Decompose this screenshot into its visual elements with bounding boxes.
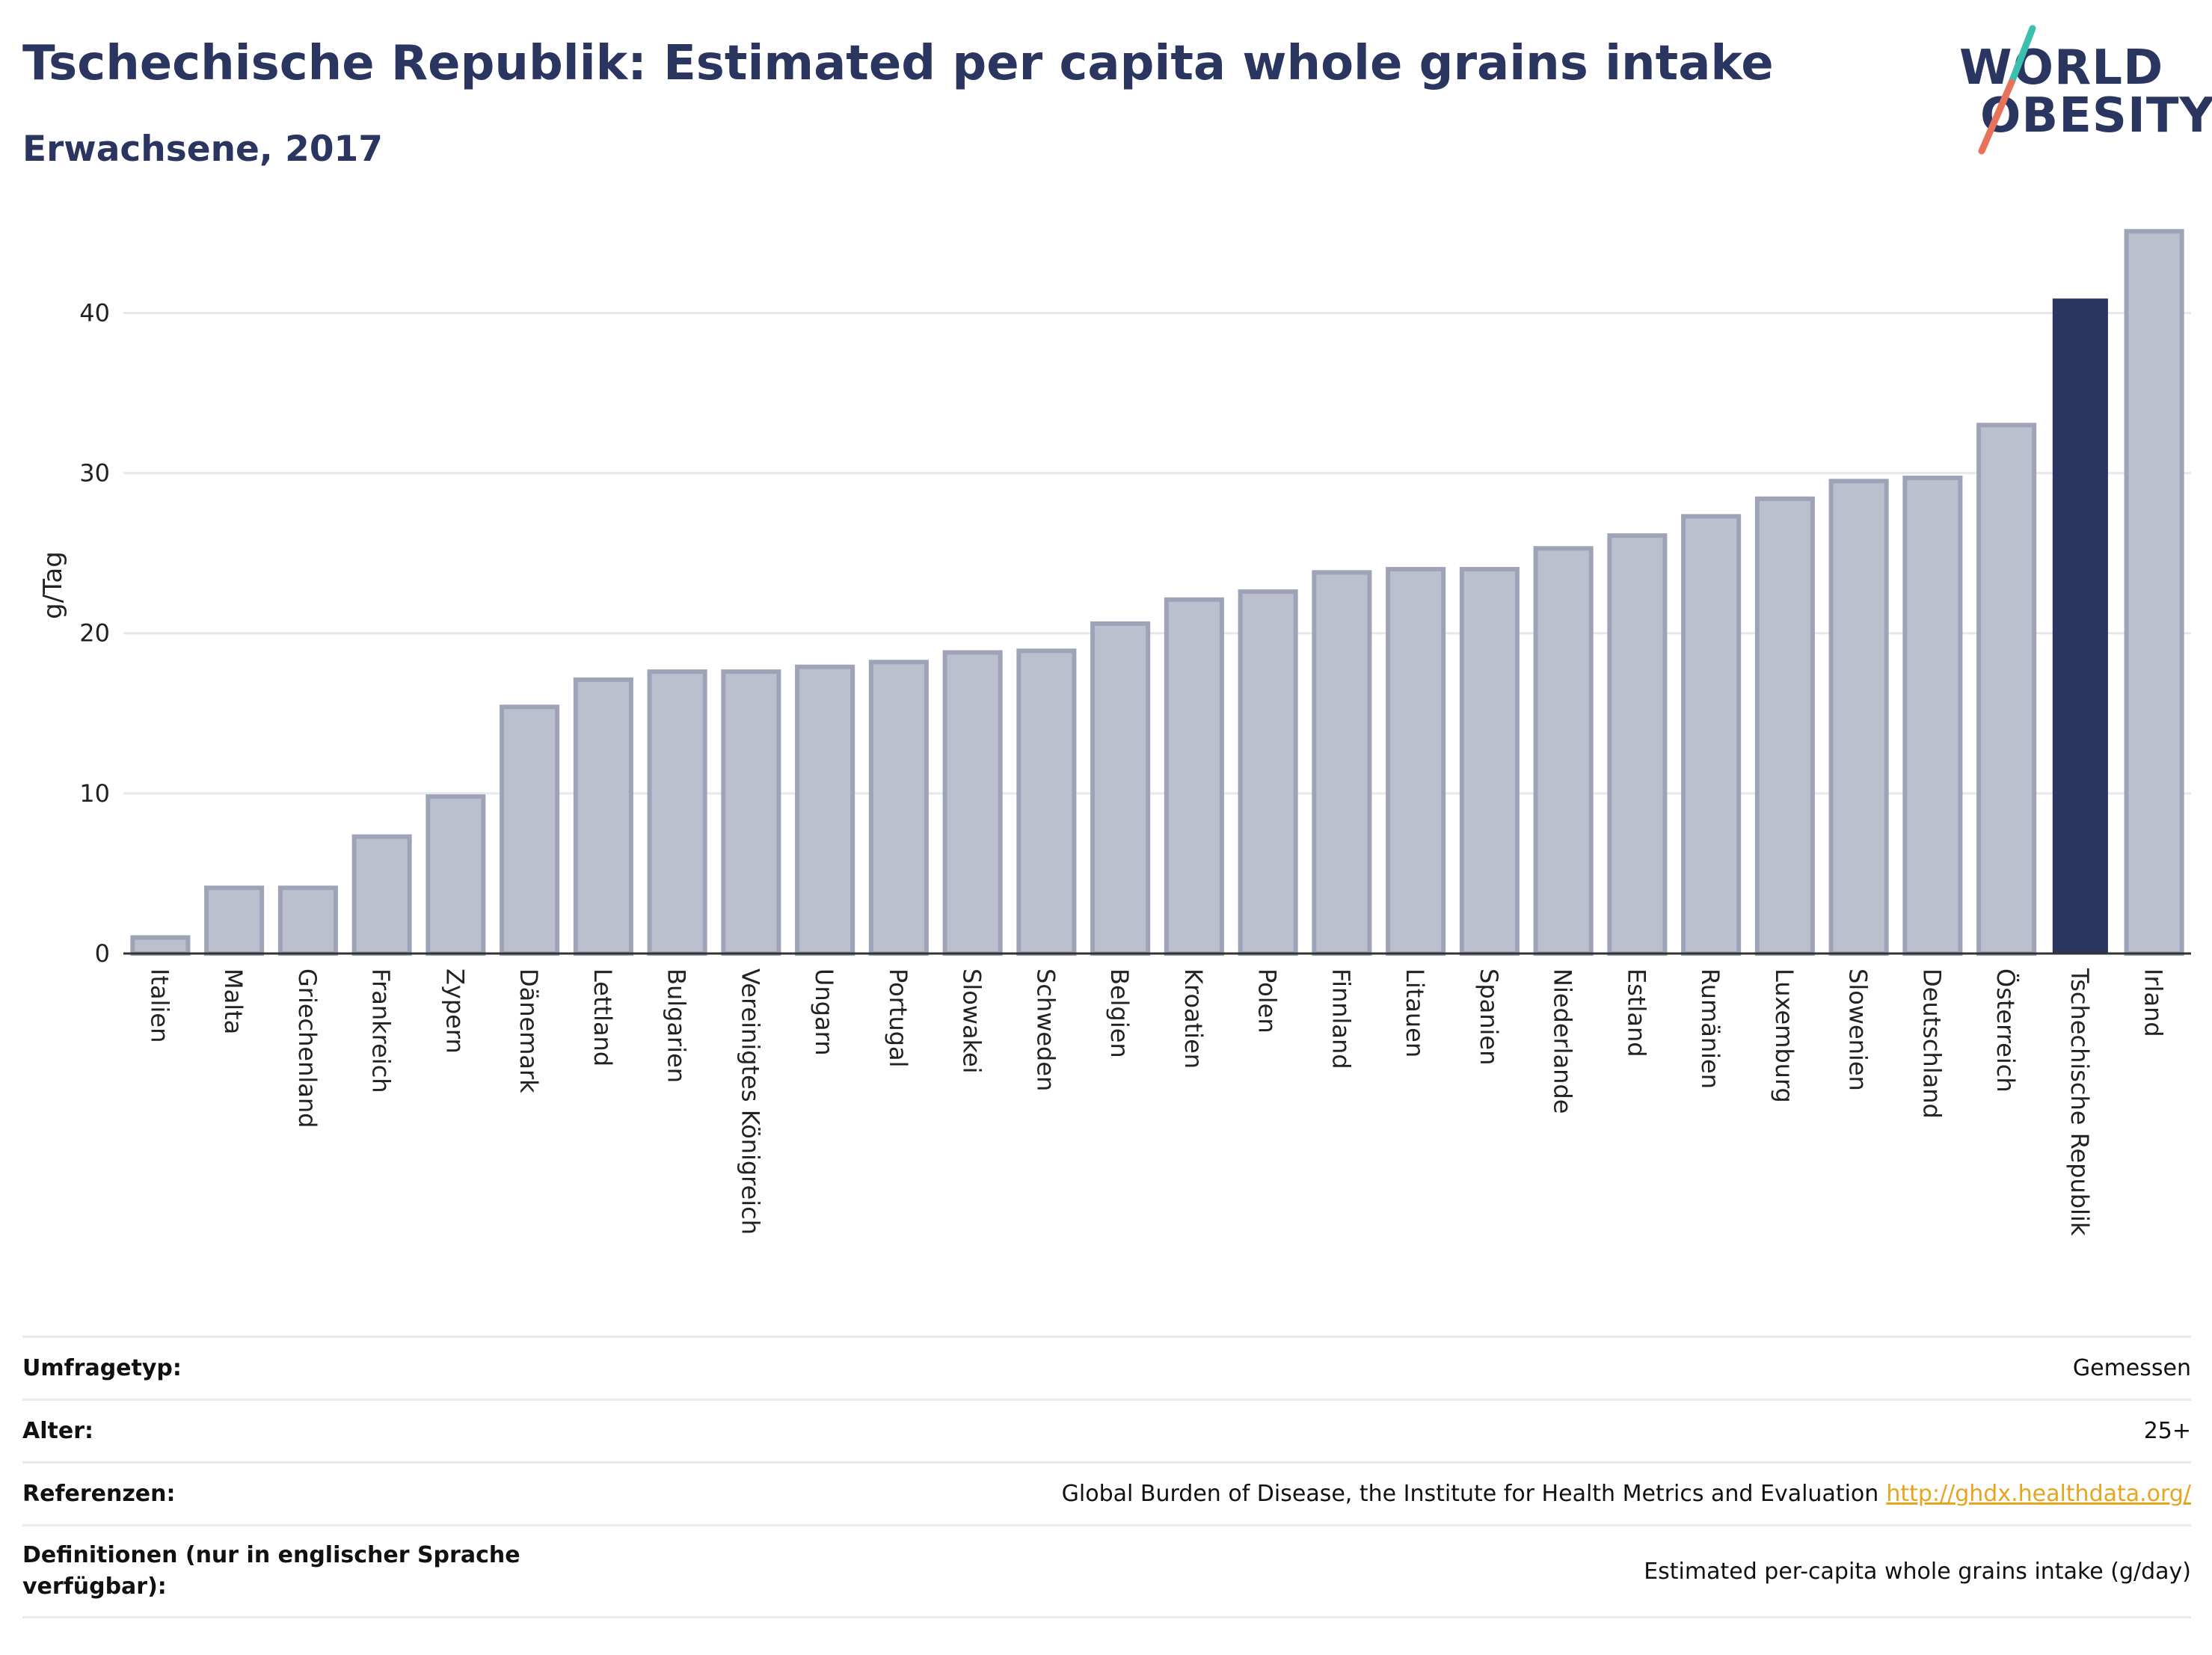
reference-link[interactable]: http://ghdx.healthdata.org/ — [1886, 1481, 2191, 1507]
meta-label: Umfragetyp: — [22, 1354, 182, 1381]
x-tick-label: Slowenien — [1844, 968, 1872, 1091]
meta-label: Referenzen: — [22, 1480, 176, 1507]
bar — [1386, 567, 1446, 956]
y-tick-label: 10 — [79, 779, 110, 808]
bar — [500, 704, 560, 956]
meta-row-references: Referenzen: Global Burden of Disease, th… — [22, 1461, 2191, 1524]
x-tick-label: Finnland — [1327, 968, 1355, 1069]
x-tick-label: Bulgarien — [663, 968, 691, 1083]
x-tick-label: Österreich — [1991, 968, 2020, 1093]
reference-text: Global Burden of Disease, the Institute … — [1061, 1481, 1879, 1507]
meta-value: 25+ — [2143, 1418, 2191, 1444]
x-tick-label: Irland — [2139, 968, 2168, 1037]
x-tick-label: Portugal — [884, 968, 912, 1068]
meta-row-definitions: Definitionen (nur in englischer Sprache … — [22, 1524, 2191, 1618]
x-tick-label: Estland — [1622, 968, 1650, 1057]
logo-line-1: WORLD — [1959, 40, 2164, 96]
x-tick-label: Ungarn — [810, 968, 838, 1056]
bar — [1681, 514, 1742, 957]
bar — [1607, 533, 1668, 956]
x-tick-label: Deutschland — [1917, 968, 1946, 1119]
x-tick-label: Schweden — [1031, 968, 1060, 1091]
bar — [1090, 621, 1151, 956]
x-tick-label: Rumänien — [1696, 968, 1724, 1089]
bar — [868, 660, 929, 956]
logo-line-2: OBESITY — [1980, 88, 2212, 144]
x-tick-label: Kroatien — [1179, 968, 1208, 1069]
x-tick-label: Vereinigtes Königreich — [736, 968, 764, 1235]
bar — [573, 677, 633, 957]
x-tick-label: Dänemark — [514, 968, 543, 1093]
x-tick-label: Griechenland — [293, 968, 322, 1128]
bar — [204, 885, 265, 957]
bar — [2052, 298, 2108, 954]
bar — [351, 834, 412, 956]
x-tick-label: Lettland — [589, 968, 617, 1066]
bar — [1238, 589, 1298, 957]
meta-value: Estimated per-capita whole grains intake… — [1644, 1558, 2191, 1585]
y-tick-label: 30 — [79, 459, 110, 488]
world-obesity-logo[interactable]: WORLD OBESITY — [1944, 22, 2212, 157]
meta-value: Gemessen — [2072, 1355, 2191, 1381]
bar — [425, 794, 486, 956]
meta-value: Global Burden of Disease, the Institute … — [1062, 1481, 2191, 1507]
x-tick-label: Tschechische Republik — [2065, 968, 2094, 1236]
y-tick-label: 0 — [95, 939, 110, 968]
bar — [721, 669, 781, 956]
bar — [130, 935, 191, 957]
bar-chart: 0 10 20 30 40 g/Tag Italien Malta Griechenland Fr… — [38, 229, 2191, 1236]
bar — [1902, 476, 1963, 957]
x-tick-label: Niederlande — [1549, 968, 1577, 1114]
metadata-table: Umfragetyp: Gemessen Alter: 25+ Referenz… — [22, 1336, 2191, 1618]
x-tick-label: Spanien — [1475, 968, 1503, 1065]
bar — [1459, 567, 1520, 956]
x-tick-label: Slowakei — [958, 968, 986, 1074]
bar — [647, 669, 707, 956]
meta-label: Definitionen (nur in englischer Sprache … — [22, 1542, 520, 1600]
x-tick-label: Luxemburg — [1770, 968, 1798, 1103]
logo-slash-icon — [1978, 25, 2036, 155]
x-tick-label: Polen — [1253, 968, 1282, 1034]
chart-title: Tschechische Republik: Estimated per cap… — [22, 36, 1774, 91]
x-tick-label: Zypern — [440, 968, 469, 1054]
x-tick-label: Frankreich — [367, 968, 396, 1093]
meta-label: Alter: — [22, 1417, 93, 1444]
bar — [795, 664, 855, 957]
y-axis-label: g/Tag — [38, 551, 68, 619]
y-tick-label: 40 — [79, 298, 110, 327]
chart-subtitle: Erwachsene, 2017 — [22, 129, 383, 170]
bar — [1312, 570, 1372, 956]
x-tick-label: Belgien — [1105, 968, 1134, 1058]
bar — [1016, 648, 1077, 956]
bar — [1976, 423, 2037, 956]
bar — [277, 885, 338, 957]
x-tick-label: Litauen — [1401, 968, 1429, 1057]
x-tick-label: Malta — [219, 968, 248, 1034]
bar — [1533, 546, 1594, 956]
x-tick-label: Italien — [145, 968, 173, 1043]
bar — [1164, 597, 1224, 956]
bar — [942, 650, 1003, 956]
meta-row-age: Alter: 25+ — [22, 1398, 2191, 1461]
bar — [1828, 479, 1889, 956]
bar — [2124, 229, 2184, 957]
bar — [1754, 496, 1815, 956]
meta-row-survey-type: Umfragetyp: Gemessen — [22, 1336, 2191, 1398]
y-tick-label: 20 — [79, 619, 110, 648]
